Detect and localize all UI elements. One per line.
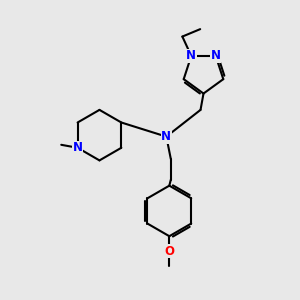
Text: O: O [164,244,174,258]
Text: N: N [186,50,196,62]
Text: N: N [73,141,82,154]
Text: N: N [161,130,171,143]
Text: N: N [211,50,221,62]
